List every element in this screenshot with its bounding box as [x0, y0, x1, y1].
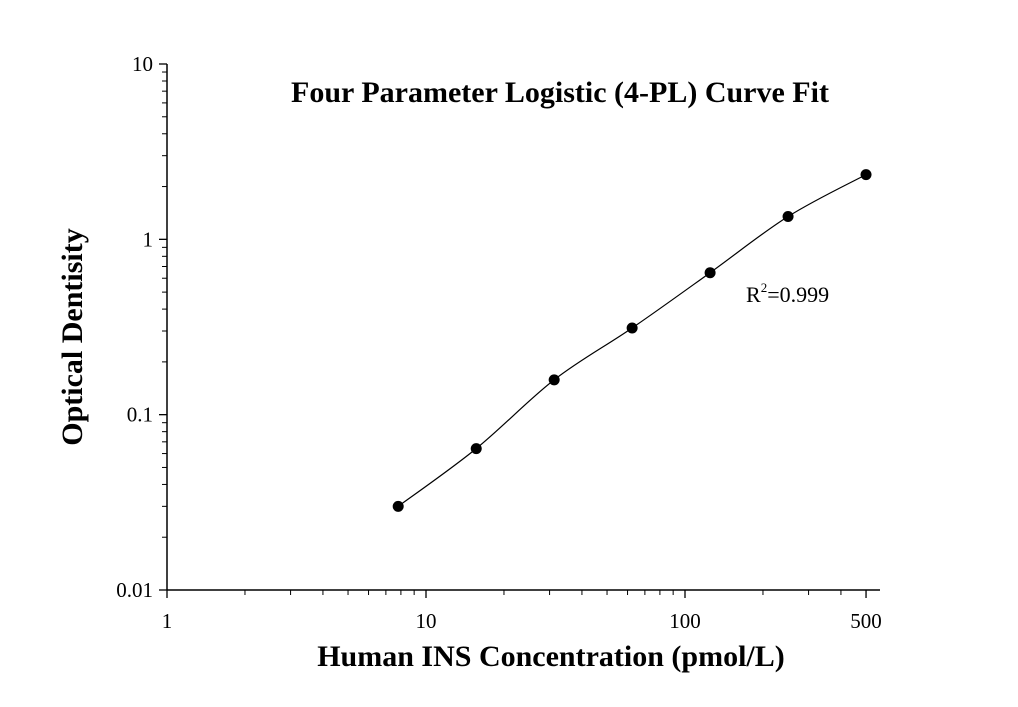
y-tick-label: 1: [143, 227, 154, 251]
r-squared-annotation: R2=0.999: [746, 280, 829, 307]
y-tick-label: 0.1: [127, 403, 153, 427]
data-point: [782, 210, 794, 222]
x-tick-label: 500: [850, 609, 882, 633]
chart-title: Four Parameter Logistic (4-PL) Curve Fit: [291, 76, 829, 109]
data-point: [470, 443, 482, 455]
x-tick-label: 100: [669, 609, 701, 633]
axes: [166, 64, 880, 591]
ticks: 1 10 100 500 0.01 0.1 1 10: [116, 52, 882, 633]
r-squared-value: =0.999: [767, 282, 829, 307]
data-points: [392, 169, 872, 512]
data-point: [392, 500, 404, 512]
x-tick-label: 1: [162, 609, 173, 633]
data-point: [626, 322, 638, 334]
data-point: [860, 169, 872, 181]
fit-curve: [397, 174, 867, 507]
y-tick-label: 10: [132, 52, 153, 76]
r-squared-r: R: [746, 282, 761, 307]
y-tick-label: 0.01: [116, 578, 153, 602]
y-axis-label: Optical Dentisity: [56, 228, 89, 446]
x-tick-label: 10: [416, 609, 437, 633]
data-point: [704, 267, 716, 279]
x-axis-label: Human INS Concentration (pmol/L): [317, 640, 785, 673]
r-squared-sup: 2: [761, 280, 768, 295]
data-point: [548, 374, 560, 386]
